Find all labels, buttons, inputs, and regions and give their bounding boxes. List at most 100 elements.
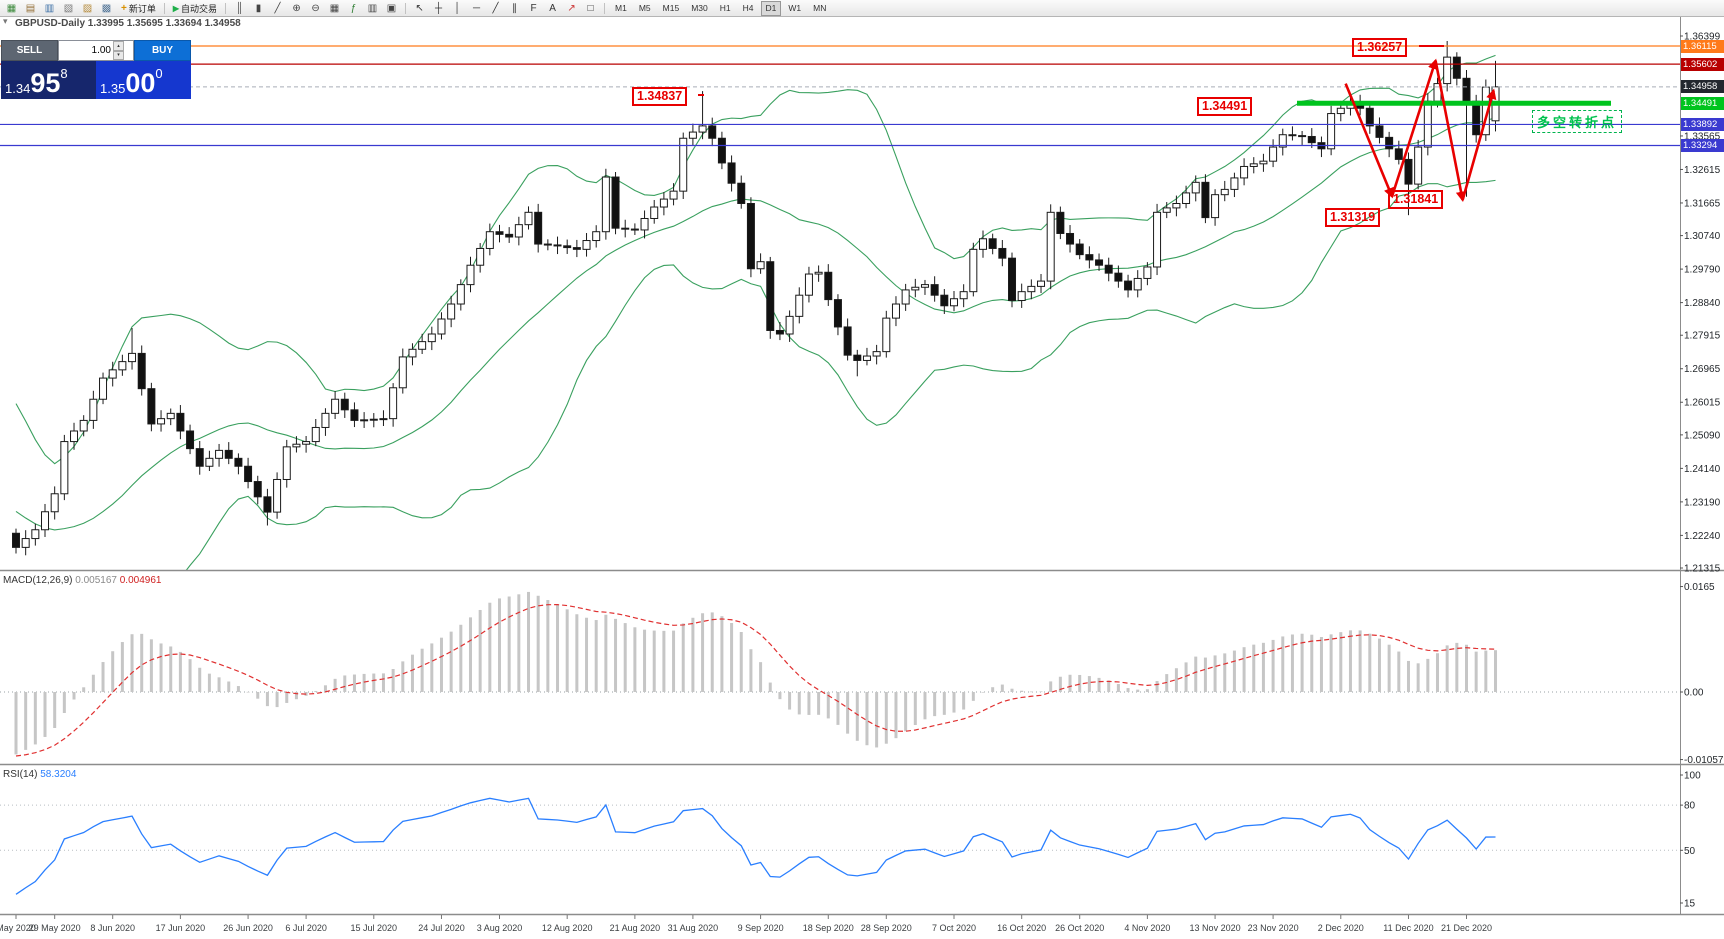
svg-text:80: 80 — [1684, 801, 1696, 812]
svg-text:6 Jul 2020: 6 Jul 2020 — [285, 923, 327, 933]
shapes-icon[interactable]: □ — [587, 2, 594, 14]
fibonacci-icon[interactable]: F — [530, 2, 537, 14]
channel-icon[interactable]: ∥ — [512, 2, 518, 14]
timeframe-w1[interactable]: W1 — [788, 3, 802, 13]
price-axis[interactable]: 1.36399 1.33565 1.32615 1.31665 1.30740 1.297… — [1680, 32, 1724, 910]
price-label-1-31319[interactable]: 1.31319 — [1325, 208, 1381, 227]
autotrading-icon: ▶ — [172, 3, 180, 13]
macd-signal-value: 0.004961 — [119, 575, 162, 586]
svg-text:21 Dec 2020: 21 Dec 2020 — [1441, 923, 1492, 933]
turning-point-note[interactable]: 多空转折点 — [1532, 110, 1623, 133]
line-chart-icon[interactable]: ╱ — [274, 2, 281, 14]
navigator-icon[interactable]: ▨ — [82, 2, 93, 14]
price-label-1-34837[interactable]: 1.34837 — [632, 87, 688, 106]
svg-text:2 Dec 2020: 2 Dec 2020 — [1318, 923, 1364, 933]
one-click-collapse-icon[interactable]: ▾ — [3, 16, 8, 26]
svg-text:11 Dec 2020: 11 Dec 2020 — [1383, 923, 1433, 933]
zoom-out-icon[interactable]: ⊖ — [311, 2, 320, 14]
toolbar-separator — [225, 2, 227, 14]
periods-icon[interactable]: ▥ — [367, 2, 378, 14]
data-window-icon[interactable]: ▧ — [63, 2, 74, 14]
sell-button[interactable]: SELL — [1, 40, 58, 61]
buy-button[interactable]: BUY — [134, 40, 191, 61]
vertical-line-icon[interactable]: │ — [454, 2, 461, 14]
svg-text:28 Sep 2020: 28 Sep 2020 — [861, 923, 912, 933]
timeframe-m15[interactable]: M15 — [662, 3, 680, 13]
timeframe-m30[interactable]: M30 — [691, 3, 708, 13]
svg-text:1.36399: 1.36399 — [1684, 32, 1721, 43]
price-label-1-31841[interactable]: 1.31841 — [1388, 190, 1444, 209]
svg-text:1.31665: 1.31665 — [1684, 198, 1721, 209]
svg-text:100: 100 — [1684, 771, 1701, 782]
svg-text:8 Jun 2020: 8 Jun 2020 — [90, 923, 135, 933]
tile-windows-icon[interactable]: ▦ — [329, 2, 340, 14]
profiles-icon[interactable]: ▤ — [25, 2, 36, 14]
timeframe-h4[interactable]: H4 — [742, 3, 754, 13]
timeframe-d1[interactable]: D1 — [760, 0, 782, 16]
trend-annotation-arrows[interactable] — [698, 45, 1497, 203]
svg-text:1.33565: 1.33565 — [1684, 131, 1721, 142]
price-tag-1.36115: 1.36115 — [1681, 39, 1724, 53]
templates-icon[interactable]: ▣ — [386, 2, 397, 14]
rsi-indicator-label: RSI(14) 58.3204 — [3, 769, 76, 780]
ask-pips: 00 — [125, 68, 156, 98]
svg-text:12 Aug 2020: 12 Aug 2020 — [542, 923, 593, 933]
horizontal-lines[interactable] — [0, 45, 1680, 147]
autotrading-button[interactable]: ▶ 自动交易 — [169, 1, 221, 15]
volume-input[interactable] — [59, 41, 113, 60]
svg-text:1.22240: 1.22240 — [1684, 531, 1721, 542]
timeframe-mn[interactable]: MN — [813, 3, 827, 13]
svg-text:1.28840: 1.28840 — [1684, 298, 1721, 309]
chart-icons-group: ║ ▮ ╱ ⊕ ⊖ ▦ ƒ ▥ ▣ — [230, 1, 401, 15]
svg-text:4 Nov 2020: 4 Nov 2020 — [1124, 923, 1170, 933]
bid-price-display[interactable]: 1.34 95 8 — [1, 61, 96, 99]
new-order-label: 新订单 — [128, 3, 156, 14]
price-label-1-34491[interactable]: 1.34491 — [1197, 97, 1253, 116]
market-watch-icon[interactable]: ▥ — [44, 2, 55, 14]
svg-text:13 Nov 2020: 13 Nov 2020 — [1190, 923, 1241, 933]
svg-text:16 Oct 2020: 16 Oct 2020 — [997, 923, 1046, 933]
terminal-icon[interactable]: ▩ — [101, 2, 112, 14]
toolbar-separator — [163, 2, 165, 14]
timeframe-m5[interactable]: M5 — [638, 3, 651, 13]
svg-text:17 Jun 2020: 17 Jun 2020 — [156, 923, 206, 933]
svg-text:15: 15 — [1684, 899, 1696, 910]
crosshair-icon[interactable]: ┼ — [434, 2, 443, 14]
new-order-icon: + — [121, 2, 127, 14]
volume-decrease-button[interactable]: ▾ — [113, 50, 124, 60]
svg-text:18 Sep 2020: 18 Sep 2020 — [803, 923, 854, 933]
arrows-icon[interactable]: ↗ — [567, 2, 576, 14]
rsi-name: RSI(14) — [3, 769, 38, 780]
svg-text:21 Aug 2020: 21 Aug 2020 — [610, 923, 661, 933]
macd-main-value: 0.005167 — [75, 575, 117, 586]
timeframe-h1[interactable]: H1 — [719, 3, 731, 13]
trendline-icon[interactable]: ╱ — [492, 2, 499, 14]
horizontal-line-icon[interactable]: ─ — [472, 2, 481, 14]
volume-spinner: ▴ ▾ — [113, 41, 124, 60]
new-order-button[interactable]: + 新订单 — [117, 1, 160, 15]
volume-increase-button[interactable]: ▴ — [113, 41, 124, 51]
ask-price-display[interactable]: 1.35 00 0 — [96, 61, 191, 99]
timeframe-m1[interactable]: M1 — [615, 3, 627, 13]
svg-text:1.21315: 1.21315 — [1684, 564, 1721, 575]
svg-text:9 Sep 2020: 9 Sep 2020 — [738, 923, 784, 933]
price-label-1-36257[interactable]: 1.36257 — [1352, 38, 1408, 57]
svg-text:1.27915: 1.27915 — [1684, 331, 1721, 342]
timeframe-buttons: M1 M5 M15 M30 H1 H4 D1 W1 MN — [609, 0, 832, 16]
text-icon[interactable]: A — [549, 2, 556, 14]
cursor-icon[interactable]: ↖ — [415, 2, 424, 14]
bid-whole: 1.34 — [5, 81, 31, 96]
candlestick-icon[interactable]: ▮ — [255, 2, 262, 14]
new-chart-icon[interactable]: ▦ — [6, 2, 17, 14]
bid-point: 8 — [60, 66, 68, 81]
bar-chart-icon[interactable]: ║ — [235, 2, 244, 14]
svg-text:0.00: 0.00 — [1684, 688, 1704, 699]
indicators-icon[interactable]: ƒ — [350, 2, 357, 14]
macd-indicator-label: MACD(12,26,9) 0.005167 0.004961 — [3, 575, 161, 586]
zoom-in-icon[interactable]: ⊕ — [292, 2, 301, 14]
svg-text:1.23190: 1.23190 — [1684, 497, 1721, 508]
